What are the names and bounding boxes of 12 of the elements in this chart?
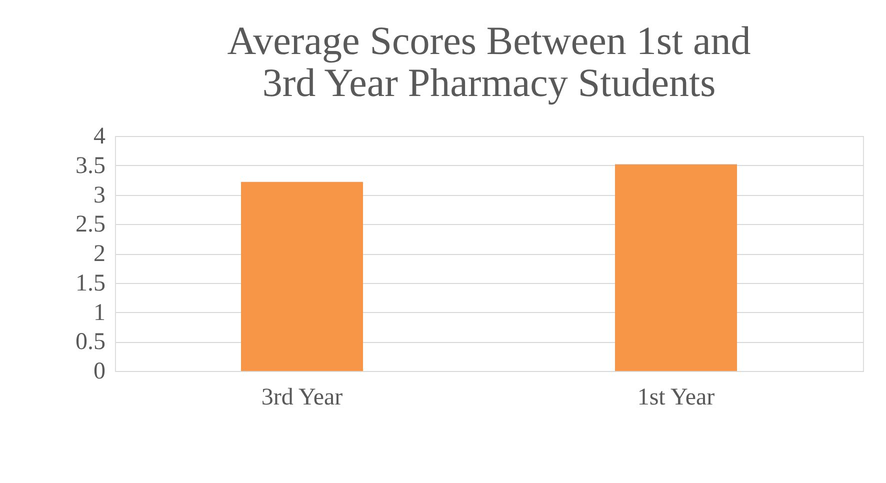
y-tick-label: 2.5 bbox=[76, 212, 106, 238]
y-tick-label: 1.5 bbox=[76, 270, 106, 296]
y-tick-label: 3.5 bbox=[76, 152, 106, 179]
text: Average Scores Between 1st and bbox=[227, 18, 751, 63]
y-tick-label: 3 bbox=[94, 182, 106, 208]
y-tick-label: 0.5 bbox=[76, 329, 106, 356]
x-tick-label: 1st Year bbox=[637, 384, 715, 410]
y-tick-label: 4 bbox=[94, 124, 106, 150]
y-tick-label: 2 bbox=[94, 241, 106, 267]
x-tick-label: 3rd Year bbox=[261, 384, 343, 410]
y-tick-label: 1 bbox=[94, 300, 106, 326]
y-tick-label: 0 bbox=[94, 358, 106, 384]
